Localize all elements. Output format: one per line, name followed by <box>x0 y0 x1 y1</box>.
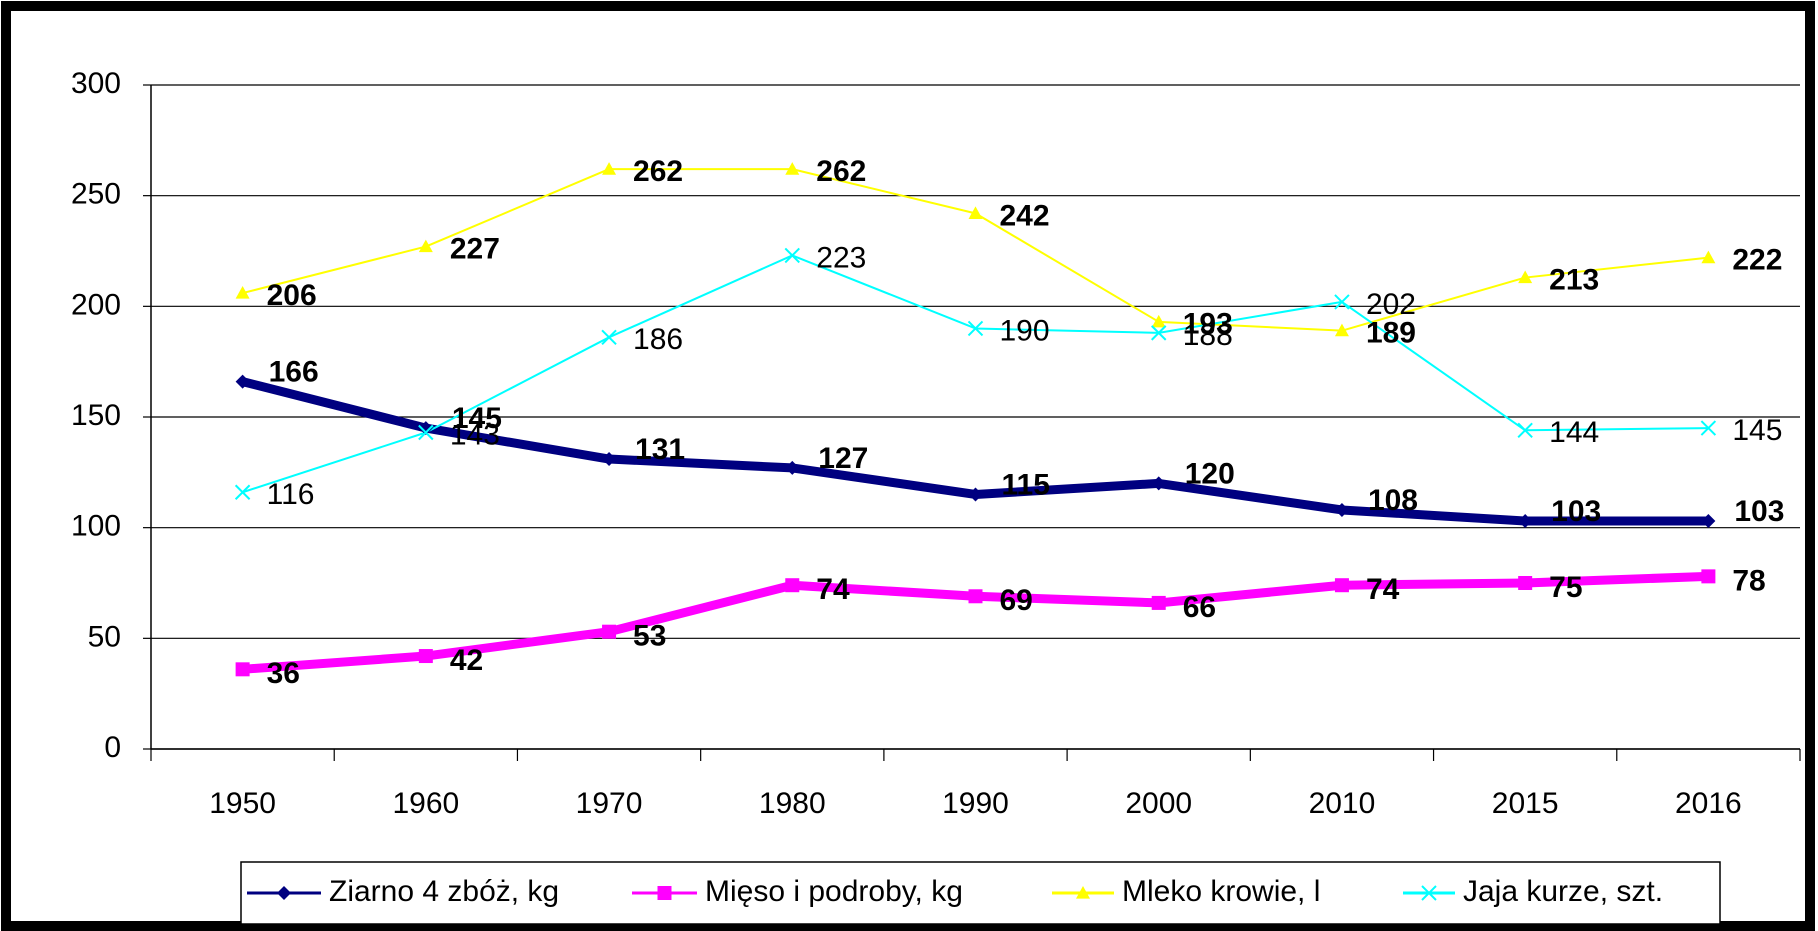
data-label: 143 <box>450 418 500 451</box>
data-label: 74 <box>816 573 850 606</box>
x-tick-label: 2015 <box>1492 787 1559 820</box>
data-point <box>968 206 983 219</box>
data-label: 262 <box>816 155 866 188</box>
data-point <box>1151 314 1166 328</box>
data-label: 36 <box>267 657 300 690</box>
data-label: 242 <box>1000 199 1050 232</box>
data-label: 222 <box>1732 244 1782 277</box>
y-tick-label: 300 <box>71 67 121 100</box>
data-point <box>1701 514 1716 529</box>
data-label: 223 <box>816 241 866 274</box>
y-tick-label: 150 <box>71 399 121 432</box>
data-label: 69 <box>1000 584 1033 617</box>
data-point <box>1334 323 1349 337</box>
data-label: 144 <box>1549 416 1599 449</box>
data-label: 103 <box>1551 495 1601 528</box>
data-point <box>235 286 250 299</box>
data-point <box>602 162 617 175</box>
data-point <box>418 649 433 664</box>
data-point <box>1151 476 1166 491</box>
legend-label: Jaja kurze, szt. <box>1463 875 1663 908</box>
data-label: 213 <box>1549 263 1599 296</box>
data-label: 193 <box>1183 308 1233 341</box>
data-label: 74 <box>1366 573 1400 606</box>
data-label: 145 <box>452 402 502 435</box>
legend-marker <box>657 886 672 900</box>
legend-label: Mięso i podroby, kg <box>705 875 963 908</box>
x-tick-label: 2010 <box>1309 787 1376 820</box>
data-label: 116 <box>267 478 315 511</box>
data-point <box>1151 325 1167 341</box>
data-label: 42 <box>450 644 483 677</box>
data-label: 202 <box>1366 288 1416 321</box>
data-point <box>967 320 984 337</box>
data-label: 78 <box>1732 564 1765 597</box>
data-label: 227 <box>450 232 500 265</box>
data-point <box>235 662 250 677</box>
x-tick-label: 2000 <box>1125 787 1192 820</box>
y-tick-label: 0 <box>104 731 121 764</box>
data-point <box>1700 420 1717 436</box>
y-tick-label: 200 <box>71 288 121 321</box>
data-point <box>1518 270 1533 284</box>
data-point <box>418 421 433 436</box>
x-tick-label: 1990 <box>942 787 1009 820</box>
data-label: 108 <box>1368 484 1418 517</box>
legend-marker <box>277 886 291 900</box>
data-point <box>234 484 251 500</box>
data-label: 262 <box>633 155 683 188</box>
data-label: 103 <box>1734 495 1784 528</box>
legend-label: Mleko krowie, l <box>1122 875 1320 908</box>
y-tick-label: 250 <box>71 178 121 211</box>
data-label: 188 <box>1183 319 1233 352</box>
x-tick-label: 1950 <box>209 787 276 820</box>
data-point <box>785 162 800 175</box>
data-point <box>235 374 250 389</box>
legend-marker <box>1421 885 1437 901</box>
data-point <box>602 624 617 639</box>
data-point <box>1701 250 1716 264</box>
x-tick-label: 1970 <box>576 787 643 820</box>
data-point <box>785 578 800 593</box>
data-point <box>1518 514 1533 529</box>
data-point <box>1334 578 1349 593</box>
data-point <box>1518 576 1533 590</box>
data-point <box>968 589 983 604</box>
data-point <box>785 460 800 475</box>
data-label: 145 <box>1732 414 1782 447</box>
data-point <box>1334 502 1349 517</box>
data-point <box>418 424 434 441</box>
data-label: 53 <box>633 620 666 653</box>
y-tick-label: 50 <box>88 620 121 653</box>
data-label: 75 <box>1549 571 1582 604</box>
legend-marker <box>1076 886 1090 899</box>
data-label: 115 <box>1002 468 1050 501</box>
y-tick-label: 100 <box>71 510 121 543</box>
data-point <box>784 247 800 264</box>
data-label: 186 <box>633 323 683 356</box>
data-point <box>601 329 617 346</box>
data-label: 189 <box>1366 317 1416 350</box>
data-point <box>1334 294 1350 310</box>
data-point <box>1517 422 1533 438</box>
data-point <box>968 487 983 502</box>
data-point <box>418 239 433 253</box>
data-label: 66 <box>1183 591 1216 624</box>
data-point <box>1701 569 1716 584</box>
data-label: 190 <box>1000 314 1050 347</box>
data-label: 127 <box>818 442 868 475</box>
x-tick-label: 2016 <box>1675 787 1742 820</box>
x-tick-label: 1960 <box>392 787 459 820</box>
data-label: 166 <box>269 356 319 389</box>
legend-box <box>240 861 1721 925</box>
data-point <box>602 452 617 467</box>
data-point <box>1151 595 1166 610</box>
data-label: 131 <box>635 433 685 466</box>
legend-label: Ziarno 4 zbóż, kg <box>329 875 559 908</box>
x-tick-label: 1980 <box>759 787 826 820</box>
data-label: 120 <box>1185 457 1235 490</box>
data-label: 206 <box>267 279 317 312</box>
